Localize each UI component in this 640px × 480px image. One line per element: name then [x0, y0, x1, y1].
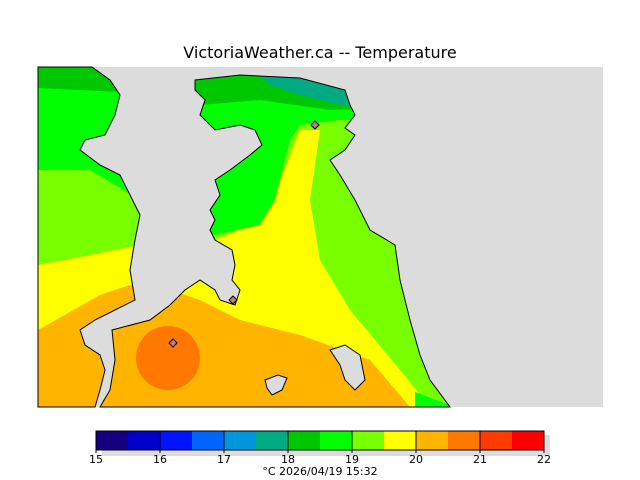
- colorbar-swatch: [256, 431, 288, 450]
- lake: [329, 344, 366, 391]
- colorbar-swatch: [416, 431, 448, 450]
- colorbar-swatch: [96, 431, 128, 450]
- colorbar-tick-label: 17: [217, 453, 231, 466]
- station-marker: [310, 120, 320, 130]
- station-marker: [168, 338, 178, 348]
- colorbar-tick-label: 21: [473, 453, 487, 466]
- colorbar-swatch: [224, 431, 256, 450]
- colorbar-tick-label: 22: [537, 453, 551, 466]
- colorbar-tick-label: 15: [89, 453, 103, 466]
- station-markers: [168, 120, 320, 348]
- colorbar-tick-label: 20: [409, 453, 423, 466]
- lake: [264, 374, 288, 396]
- colorbar-swatch: [384, 431, 416, 450]
- colorbar-swatch: [160, 431, 192, 450]
- colorbar-swatch: [512, 431, 544, 450]
- colorbar-swatch: [480, 431, 512, 450]
- band-18.5-19-south: [415, 392, 450, 407]
- colorbar-swatch: [192, 431, 224, 450]
- colorbar-swatch: [448, 431, 480, 450]
- colorbar-swatch: [320, 431, 352, 450]
- colorbar-swatch: [128, 431, 160, 450]
- colorbar-tick-label: 16: [153, 453, 167, 466]
- station-marker: [228, 295, 238, 305]
- map-title: VictoriaWeather.ca -- Temperature: [183, 43, 457, 62]
- colorbar-tick-label: 18: [281, 453, 295, 466]
- colorbar-tick-label: 19: [345, 453, 359, 466]
- colorbar-swatch: [352, 431, 384, 450]
- band-20.5-21: [136, 326, 200, 390]
- coastline: [37, 66, 451, 408]
- unit-timestamp: °C 2026/04/19 15:32: [262, 465, 378, 478]
- colorbar-swatch: [288, 431, 320, 450]
